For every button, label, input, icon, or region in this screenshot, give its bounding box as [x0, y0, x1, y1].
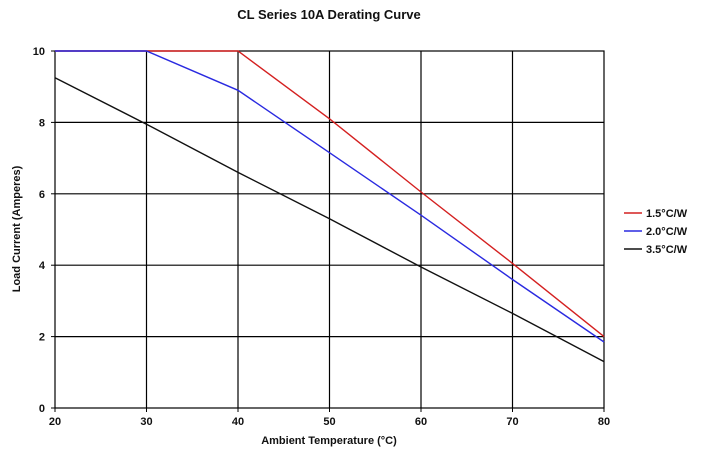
- y-tick-label: 4: [39, 260, 46, 272]
- legend-label: 2.0°C/W: [646, 226, 688, 238]
- series-line: [54, 77, 605, 363]
- x-tick-label: 70: [506, 416, 518, 428]
- series-line: [55, 50, 605, 343]
- y-tick-label: 0: [39, 403, 45, 415]
- series-line: [55, 50, 605, 338]
- x-tick-label: 30: [140, 416, 152, 428]
- legend-label: 1.5°C/W: [646, 208, 688, 220]
- x-tick-label: 80: [598, 416, 610, 428]
- y-tick-label: 8: [39, 117, 45, 129]
- x-axis-label: Ambient Temperature (°C): [261, 435, 397, 447]
- y-tick-label: 10: [33, 46, 45, 58]
- x-tick-labels: 20 30 40 50 60 70 80: [49, 408, 610, 428]
- legend-label: 3.5°C/W: [646, 244, 688, 256]
- series-lines: [54, 50, 605, 363]
- y-tick-label: 2: [39, 332, 45, 344]
- x-tick-label: 60: [415, 416, 427, 428]
- y-axis-label: Load Current (Amperes): [11, 165, 23, 292]
- x-tick-label: 50: [323, 416, 335, 428]
- x-tick-label: 20: [49, 416, 61, 428]
- x-tick-label: 40: [232, 416, 244, 428]
- y-tick-label: 6: [39, 189, 45, 201]
- legend: 1.5°C/W 2.0°C/W 3.5°C/W: [624, 208, 688, 256]
- y-tick-labels: 0 2 4 6 8 10: [33, 46, 55, 415]
- gridlines: [55, 51, 604, 408]
- chart-title: CL Series 10A Derating Curve: [237, 7, 421, 22]
